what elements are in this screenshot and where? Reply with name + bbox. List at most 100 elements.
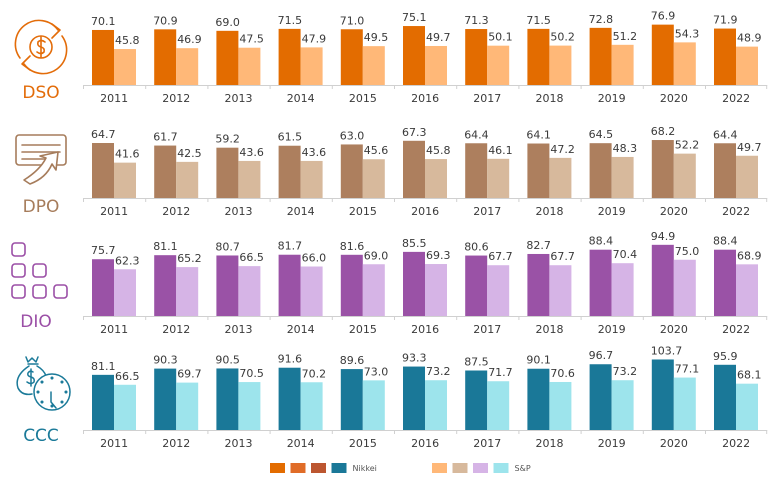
year-label: 2012 (162, 92, 190, 105)
bar-sp-2016 (425, 159, 447, 198)
value-label-sp: 71.7 (488, 366, 513, 379)
legend-swatch (331, 463, 347, 473)
value-label-sp: 69.0 (364, 249, 389, 262)
value-label-nikkei: 61.7 (153, 131, 178, 144)
year-label: 2022 (722, 205, 750, 218)
bar-nikkei-2022 (714, 249, 736, 316)
bar-nikkei-2017 (465, 370, 488, 430)
bar-sp-2015 (362, 159, 385, 198)
year-label: 2014 (287, 92, 315, 105)
inventory-blocks-icon (11, 242, 68, 299)
bar-nikkei-2020 (651, 140, 674, 198)
bar-nikkei-2014 (278, 367, 301, 430)
value-label-sp: 54.3 (675, 27, 700, 40)
year-label: 2019 (598, 92, 626, 105)
value-label-nikkei: 90.1 (526, 354, 551, 367)
money-bag-clock-icon (16, 356, 71, 411)
value-label-sp: 52.2 (675, 139, 700, 152)
value-label-nikkei: 70.9 (153, 14, 178, 27)
value-label-nikkei: 63.0 (340, 129, 365, 142)
legend: Nikkei S&P (270, 463, 531, 473)
bar-sp-2012 (176, 48, 199, 85)
value-label-nikkei: 70.1 (91, 15, 116, 28)
bar-nikkei-2015 (340, 29, 363, 85)
bar-sp-2014 (300, 47, 323, 85)
legend-swatch (290, 463, 306, 473)
bar-nikkei-2019 (589, 364, 612, 430)
year-label: 2016 (411, 205, 439, 218)
value-label-nikkei: 75.1 (402, 11, 427, 24)
value-label-nikkei: 72.8 (589, 13, 614, 26)
legend-swatch (432, 463, 447, 473)
legend-swatch (452, 463, 468, 473)
value-label-sp: 68.1 (737, 369, 762, 382)
value-label-sp: 67.7 (550, 250, 575, 263)
value-label-nikkei: 88.4 (589, 235, 614, 248)
value-label-nikkei: 61.5 (278, 131, 303, 144)
bar-sp-2018 (549, 265, 572, 316)
value-label-nikkei: 75.7 (91, 244, 116, 257)
value-label-sp: 62.3 (115, 254, 140, 267)
value-label-nikkei: 81.6 (340, 240, 365, 253)
value-label-nikkei: 64.4 (464, 128, 489, 141)
year-label: 2015 (349, 323, 377, 336)
value-label-nikkei: 96.7 (589, 349, 614, 362)
value-label-sp: 41.6 (115, 148, 140, 161)
year-label: 2011 (100, 323, 128, 336)
bar-nikkei-2019 (589, 27, 612, 86)
legend-label: Nikkei (353, 464, 377, 473)
year-label: 2015 (349, 205, 377, 218)
bar-nikkei-2012 (154, 29, 177, 86)
bar-sp-2022 (736, 46, 758, 85)
value-label-sp: 47.2 (550, 143, 575, 156)
bar-sp-2011 (114, 384, 136, 430)
bar-nikkei-2015 (340, 369, 363, 430)
value-label-nikkei: 64.4 (713, 128, 738, 141)
bar-nikkei-2020 (651, 244, 674, 316)
value-label-nikkei: 85.5 (402, 237, 427, 250)
panel-ccc: 81.166.5 2011 90.369.7 2012 90.570.5 2013 91.6… (83, 344, 768, 450)
value-label-sp: 45.6 (364, 144, 389, 157)
year-label: 2017 (473, 437, 501, 450)
bar-sp-2015 (362, 46, 385, 85)
value-label-nikkei: 90.3 (153, 354, 178, 367)
value-label-nikkei: 94.9 (651, 230, 676, 243)
year-label: 2020 (660, 323, 688, 336)
metric-label-dpo: DPO (23, 197, 60, 217)
value-label-sp: 73.2 (426, 365, 451, 378)
bar-nikkei-2012 (154, 255, 177, 316)
bar-sp-2011 (114, 49, 136, 85)
value-label-nikkei: 64.7 (91, 128, 116, 141)
year-label: 2013 (225, 437, 253, 450)
value-label-sp: 50.1 (488, 31, 513, 44)
value-label-sp: 47.9 (302, 32, 327, 45)
bar-sp-2022 (736, 383, 758, 430)
year-label: 2011 (100, 205, 128, 218)
value-label-sp: 66.5 (115, 370, 140, 383)
bar-sp-2022 (736, 155, 758, 198)
year-label: 2015 (349, 92, 377, 105)
value-label-sp: 51.2 (613, 30, 638, 43)
year-label: 2012 (162, 323, 190, 336)
bar-nikkei-2016 (403, 251, 425, 316)
value-label-sp: 49.7 (426, 31, 451, 44)
year-label: 2015 (349, 437, 377, 450)
metric-label-dio: DIO (20, 312, 52, 332)
bar-nikkei-2012 (154, 368, 177, 430)
bar-sp-2019 (611, 380, 634, 430)
legend-swatch (493, 463, 509, 473)
bar-nikkei-2015 (340, 144, 363, 198)
year-label: 2017 (473, 323, 501, 336)
value-label-nikkei: 80.6 (464, 241, 489, 254)
value-label-nikkei: 59.2 (215, 133, 240, 146)
value-label-nikkei: 68.2 (651, 125, 676, 138)
bar-panels: 70.1 45.8 2011 70.9 46.9 2012 69.0 47.5 2013 71.5… (83, 10, 768, 450)
year-label: 2017 (473, 205, 501, 218)
year-label: 2014 (287, 323, 315, 336)
value-label-sp: 68.9 (737, 249, 762, 262)
bar-nikkei-2018 (527, 368, 550, 430)
bar-nikkei-2011 (92, 29, 114, 85)
value-label-nikkei: 88.4 (713, 235, 738, 248)
year-label: 2013 (225, 92, 253, 105)
